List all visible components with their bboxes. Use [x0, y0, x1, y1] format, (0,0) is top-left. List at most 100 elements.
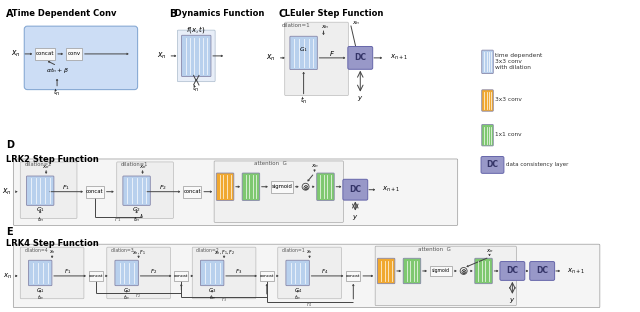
FancyBboxPatch shape: [343, 179, 368, 200]
Text: $x_n$: $x_n$: [321, 23, 329, 31]
Text: B: B: [170, 9, 177, 19]
Text: LEuler Step Function: LEuler Step Function: [279, 9, 383, 18]
FancyBboxPatch shape: [286, 260, 309, 285]
Text: $x_{n+1}$: $x_{n+1}$: [390, 53, 408, 62]
Bar: [174, 271, 188, 281]
Text: 3x3 conv: 3x3 conv: [495, 59, 522, 64]
FancyBboxPatch shape: [378, 258, 395, 284]
FancyBboxPatch shape: [290, 36, 317, 70]
FancyBboxPatch shape: [192, 247, 256, 299]
FancyBboxPatch shape: [317, 173, 334, 200]
Text: $F_1$: $F_1$: [114, 215, 122, 224]
FancyBboxPatch shape: [482, 124, 493, 146]
Text: data consistency layer: data consistency layer: [506, 163, 569, 168]
Text: $G_1$: $G_1$: [36, 286, 44, 295]
Text: concat: concat: [86, 189, 104, 194]
Text: $x_{n+1}$: $x_{n+1}$: [567, 266, 585, 275]
FancyBboxPatch shape: [123, 176, 150, 205]
Text: dilation=4: dilation=4: [24, 248, 48, 253]
Text: $F$: $F$: [330, 49, 335, 58]
Text: Dynamics Function: Dynamics Function: [170, 9, 265, 18]
Text: $F_2$: $F_2$: [159, 183, 168, 192]
Text: concat: concat: [260, 274, 274, 278]
Text: C: C: [279, 9, 286, 19]
Text: DC: DC: [349, 185, 362, 194]
Text: $x_n$: $x_n$: [3, 187, 12, 197]
Text: attention  G: attention G: [419, 247, 451, 252]
FancyBboxPatch shape: [285, 22, 348, 95]
Text: $F_4$: $F_4$: [321, 267, 328, 276]
Text: D: D: [6, 140, 14, 150]
Text: concat: concat: [174, 274, 189, 278]
Text: $t_n$: $t_n$: [209, 293, 216, 302]
Bar: [183, 186, 201, 197]
Text: $x_n, F_1$: $x_n, F_1$: [132, 248, 145, 257]
Text: $G_1$: $G_1$: [299, 46, 308, 54]
Text: dilation=1: dilation=1: [282, 248, 305, 253]
FancyBboxPatch shape: [13, 159, 458, 225]
FancyBboxPatch shape: [28, 260, 52, 285]
Text: dilation=1: dilation=1: [121, 163, 148, 168]
Text: $t_n$: $t_n$: [300, 95, 307, 106]
Text: $x_n$: $x_n$: [42, 163, 50, 171]
Text: $F_2$: $F_2$: [150, 267, 157, 276]
Bar: [430, 266, 452, 276]
Bar: [260, 271, 274, 281]
Text: Time Dependent Conv: Time Dependent Conv: [6, 9, 117, 18]
FancyBboxPatch shape: [348, 46, 372, 69]
Bar: [66, 48, 82, 60]
FancyBboxPatch shape: [177, 30, 215, 82]
Text: $F_3$: $F_3$: [236, 267, 243, 276]
Text: $x_n$: $x_n$: [306, 248, 313, 256]
FancyBboxPatch shape: [481, 157, 504, 173]
FancyBboxPatch shape: [20, 162, 77, 218]
Text: $t_n$: $t_n$: [37, 293, 44, 302]
Text: concat: concat: [88, 274, 103, 278]
Text: $y$: $y$: [509, 296, 516, 305]
FancyBboxPatch shape: [500, 261, 525, 280]
Text: sigmoid: sigmoid: [432, 268, 450, 273]
Text: $t_n$: $t_n$: [193, 83, 200, 94]
Text: $G_3$: $G_3$: [208, 286, 216, 295]
Text: $t_n$: $t_n$: [124, 293, 130, 302]
FancyBboxPatch shape: [482, 50, 493, 74]
FancyBboxPatch shape: [13, 244, 600, 308]
FancyBboxPatch shape: [115, 260, 138, 285]
Text: $F_1$: $F_1$: [65, 267, 72, 276]
Text: $t_n$: $t_n$: [53, 87, 61, 98]
Text: $t_n$: $t_n$: [294, 293, 301, 302]
Text: $F_4$: $F_4$: [306, 300, 313, 309]
Text: dilation=3: dilation=3: [111, 248, 134, 253]
Text: 1x1 conv: 1x1 conv: [495, 132, 522, 137]
Text: DC: DC: [536, 266, 548, 275]
Text: A: A: [6, 9, 14, 19]
Bar: [35, 48, 55, 60]
Text: dilation=1: dilation=1: [282, 23, 310, 28]
Text: DC: DC: [486, 160, 499, 169]
Text: $F_1$: $F_1$: [62, 183, 70, 192]
Text: time dependent: time dependent: [495, 53, 543, 58]
Bar: [89, 271, 103, 281]
FancyBboxPatch shape: [242, 173, 260, 200]
Text: concat: concat: [346, 274, 360, 278]
FancyBboxPatch shape: [200, 260, 224, 285]
FancyBboxPatch shape: [107, 247, 170, 299]
Text: $x_n$: $x_n$: [139, 163, 147, 171]
Text: with dilation: with dilation: [495, 65, 531, 70]
Text: conv: conv: [67, 51, 81, 56]
Text: $\otimes$: $\otimes$: [302, 183, 309, 192]
Text: concat: concat: [36, 51, 54, 56]
Text: $x_n$: $x_n$: [12, 49, 21, 59]
Text: $x_n$: $x_n$: [486, 247, 493, 255]
Text: $\otimes$: $\otimes$: [460, 267, 467, 276]
Text: $F_3$: $F_3$: [221, 295, 227, 304]
FancyBboxPatch shape: [482, 90, 493, 111]
FancyBboxPatch shape: [214, 161, 344, 222]
Text: DC: DC: [506, 266, 518, 275]
Text: $x_n, F_1, F_2$: $x_n, F_1, F_2$: [214, 248, 235, 257]
Text: LRK2 Step Function: LRK2 Step Function: [6, 155, 99, 164]
Text: E: E: [6, 227, 13, 237]
Text: $F_2$: $F_2$: [135, 291, 142, 300]
Text: $x_n$: $x_n$: [3, 271, 12, 280]
Text: dilation=2: dilation=2: [196, 248, 220, 253]
